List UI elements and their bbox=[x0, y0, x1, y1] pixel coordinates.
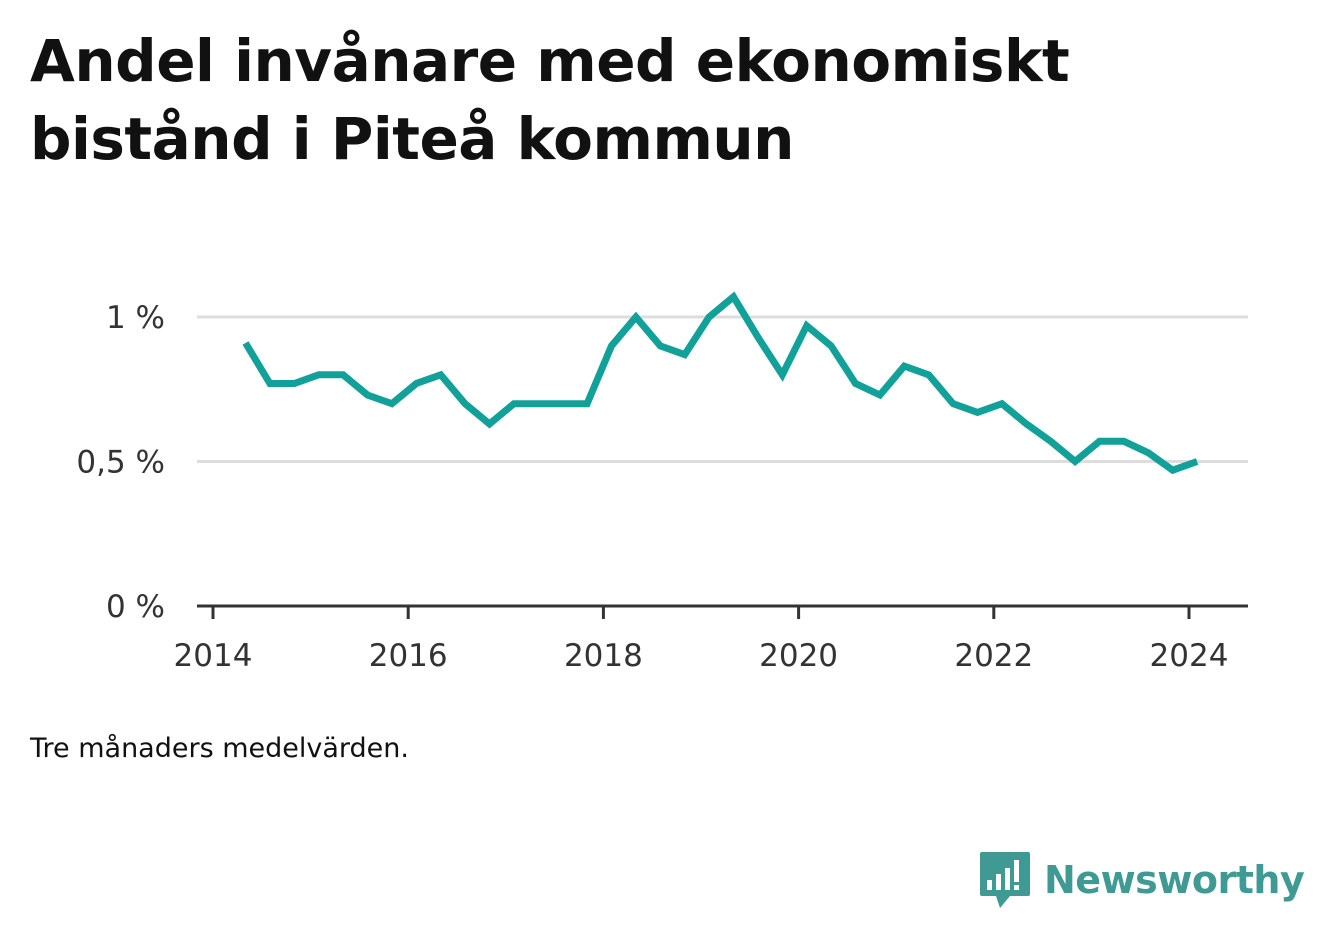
y-axis-ticks: 0 % 0,5 % 1 % bbox=[76, 300, 165, 625]
x-axis: 2014 2016 2018 2020 2022 2024 bbox=[174, 604, 1248, 674]
data-point bbox=[315, 371, 322, 378]
grid-lines bbox=[197, 315, 1248, 463]
data-point bbox=[852, 380, 859, 387]
chart-title: Andel invånare med ekonomiskt bistånd i … bbox=[30, 27, 1070, 173]
data-point bbox=[657, 342, 664, 349]
x-tick-label: 2016 bbox=[369, 638, 448, 674]
y-tick-label: 0 % bbox=[106, 589, 165, 625]
data-point bbox=[584, 400, 591, 407]
data-point bbox=[486, 420, 493, 427]
data-point bbox=[437, 371, 444, 378]
data-point bbox=[291, 380, 298, 387]
x-tick-label: 2022 bbox=[954, 638, 1033, 674]
data-point bbox=[632, 314, 639, 321]
data-point bbox=[681, 351, 688, 358]
newsworthy-logo-icon bbox=[980, 852, 1030, 908]
brand-name: Newsworthy bbox=[1044, 858, 1305, 902]
x-tick-label: 2014 bbox=[174, 638, 253, 674]
data-point bbox=[1194, 458, 1201, 465]
data-point bbox=[730, 293, 737, 300]
data-point bbox=[779, 371, 786, 378]
data-point bbox=[413, 380, 420, 387]
data-point bbox=[998, 400, 1005, 407]
series-layer bbox=[242, 291, 1201, 475]
x-tick-label: 2020 bbox=[759, 638, 838, 674]
data-point bbox=[510, 400, 517, 407]
x-tick-label: 2024 bbox=[1150, 638, 1229, 674]
data-point bbox=[1072, 458, 1079, 465]
data-point bbox=[876, 392, 883, 399]
data-point bbox=[462, 400, 469, 407]
data-point bbox=[242, 340, 249, 347]
series-line bbox=[242, 291, 1199, 475]
data-point bbox=[1120, 438, 1127, 445]
y-tick-label: 1 % bbox=[106, 300, 165, 336]
data-point bbox=[1096, 438, 1103, 445]
data-point bbox=[1047, 438, 1054, 445]
data-point bbox=[1145, 449, 1152, 456]
data-point bbox=[535, 400, 542, 407]
data-point bbox=[950, 400, 957, 407]
data-point bbox=[925, 371, 932, 378]
chart-footnote: Tre månaders medelvärden. bbox=[30, 733, 409, 764]
data-point bbox=[1169, 467, 1176, 474]
data-point bbox=[388, 400, 395, 407]
data-point bbox=[364, 392, 371, 399]
data-point bbox=[828, 342, 835, 349]
data-point bbox=[754, 334, 761, 341]
x-tick-label: 2018 bbox=[564, 638, 643, 674]
data-point bbox=[559, 400, 566, 407]
data-point bbox=[974, 409, 981, 416]
data-point bbox=[901, 363, 908, 370]
newsworthy-brand[interactable]: Newsworthy bbox=[978, 848, 1305, 912]
data-point bbox=[1023, 420, 1030, 427]
y-tick-label: 0,5 % bbox=[76, 445, 165, 481]
data-point bbox=[266, 380, 273, 387]
data-point bbox=[340, 371, 347, 378]
data-point bbox=[803, 322, 810, 329]
data-point bbox=[706, 314, 713, 321]
data-point bbox=[608, 342, 615, 349]
